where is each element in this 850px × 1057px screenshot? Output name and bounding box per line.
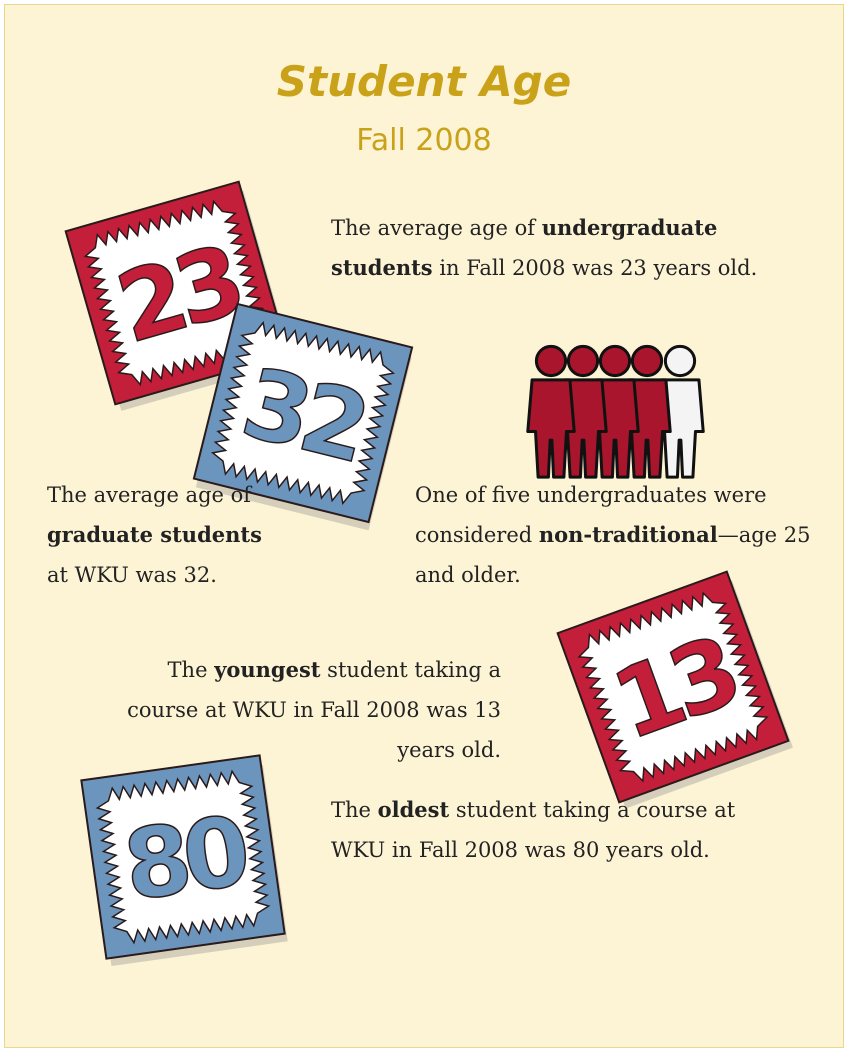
person-head: [568, 346, 597, 375]
title: Student Age: [5, 57, 843, 106]
fact-emphasis: oldest: [378, 797, 450, 822]
person: [528, 346, 574, 477]
person-head: [632, 346, 661, 375]
fact: The average age of graduate students at …: [47, 475, 277, 595]
fact: The oldest student taking a course at WK…: [331, 790, 791, 870]
person-body: [528, 380, 574, 477]
fact-text: in Fall 2008 was 23 years old.: [433, 256, 758, 280]
fact-emphasis: youngest: [214, 657, 320, 682]
fact-emphasis: graduate students: [47, 522, 262, 547]
badge: 80: [81, 755, 287, 966]
people-icon: [528, 346, 703, 477]
fact-emphasis: non-traditional: [539, 522, 718, 547]
fact: The average age of undergraduate student…: [331, 208, 771, 288]
person-head: [536, 346, 565, 375]
fact-text: at WKU was 32.: [47, 563, 217, 587]
badge: 13: [558, 571, 793, 810]
badge-number: 80: [117, 795, 253, 923]
subtitle: Fall 2008: [5, 123, 843, 158]
fact-text: The: [331, 798, 378, 822]
fact-text: The: [168, 658, 215, 682]
fact: The youngest student taking a course at …: [113, 650, 501, 770]
person-head: [665, 346, 694, 375]
fact-text: The average age of: [47, 483, 251, 507]
person-head: [600, 346, 629, 375]
fact: One of five undergraduates were consider…: [415, 475, 815, 595]
page: 23 32 13 80 Student Age Fall 2008 The av…: [4, 4, 844, 1048]
fact-text: The average age of: [331, 216, 542, 240]
